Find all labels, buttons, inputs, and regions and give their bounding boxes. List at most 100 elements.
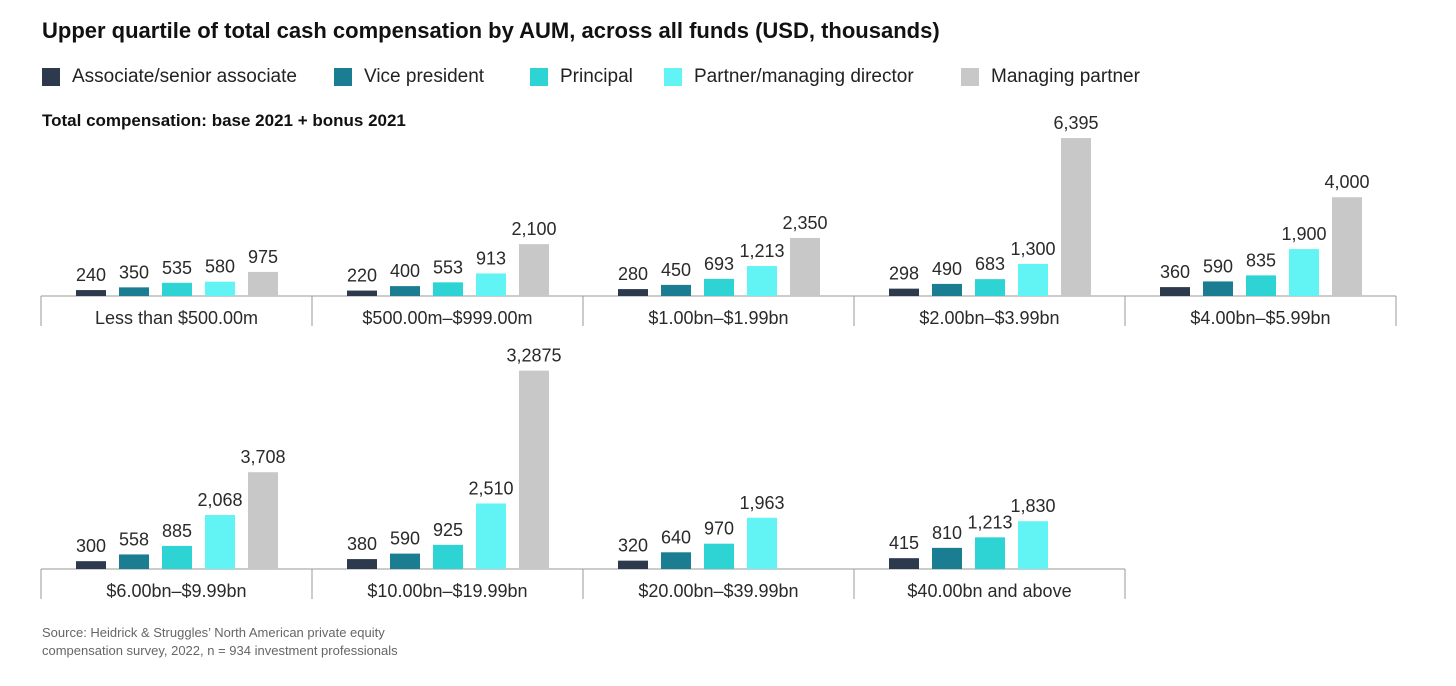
bar-group-7-managing-partner — [519, 370, 549, 569]
bar-group-5-managing-partner — [1332, 197, 1362, 296]
legend-item-principal: Principal — [530, 66, 633, 88]
bar-group-2-vice-president — [390, 286, 420, 296]
data-label-group-7-vice-president: 590 — [390, 529, 420, 549]
bar-group-3-principal — [704, 278, 734, 296]
bar-group-7-principal — [433, 544, 463, 569]
source-line-1: Source: Heidrick & Struggles’ North Amer… — [42, 625, 385, 640]
data-label-group-7-associate: 380 — [347, 534, 377, 554]
data-label-group-1-associate: 240 — [76, 265, 106, 285]
bar-group-2-partner — [476, 273, 506, 296]
data-label-group-9-vice-president: 810 — [932, 523, 962, 543]
data-label-group-4-associate: 298 — [889, 264, 919, 284]
bar-group-7-vice-president — [390, 553, 420, 569]
source-line-2: compensation survey, 2022, n = 934 inves… — [42, 643, 398, 658]
bar-group-4-vice-president — [932, 283, 962, 296]
data-label-group-9-partner: 1,830 — [1010, 496, 1055, 516]
data-label-group-4-principal: 683 — [975, 254, 1005, 274]
chart-subtitle: Total compensation: base 2021 + bonus 20… — [42, 111, 406, 130]
legend-label-principal: Principal — [560, 66, 633, 87]
source-note: Source: Heidrick & Struggles’ North Amer… — [42, 624, 562, 660]
bar-group-6-vice-president — [119, 554, 149, 569]
bar-group-3-vice-president — [661, 284, 691, 296]
legend: Associate/senior associate Vice presiden… — [42, 66, 1442, 90]
data-label-group-2-partner: 913 — [476, 248, 506, 268]
data-label-group-8-principal: 970 — [704, 519, 734, 539]
legend-label-managing-partner: Managing partner — [991, 66, 1140, 87]
bar-group-3-associate — [618, 289, 648, 296]
bar-group-9-principal — [975, 537, 1005, 569]
bar-group-1-principal — [162, 282, 192, 296]
legend-item-managing-partner: Managing partner — [961, 66, 1140, 88]
data-label-group-8-vice-president: 640 — [661, 527, 691, 547]
data-label-group-9-associate: 415 — [889, 533, 919, 553]
data-label-group-7-principal: 925 — [433, 520, 463, 540]
legend-item-vice-president: Vice president — [334, 66, 484, 88]
data-label-group-5-associate: 360 — [1160, 262, 1190, 282]
data-label-group-1-principal: 535 — [162, 258, 192, 278]
data-label-group-4-vice-president: 490 — [932, 259, 962, 279]
data-label-group-6-associate: 300 — [76, 536, 106, 556]
data-label-group-4-partner: 1,300 — [1010, 239, 1055, 259]
bar-group-2-managing-partner — [519, 244, 549, 296]
data-label-group-1-managing-partner: 975 — [248, 247, 278, 267]
bar-group-6-partner — [205, 515, 235, 569]
category-label-group-7: $10.00bn–$19.99bn — [367, 581, 527, 601]
bar-group-6-managing-partner — [248, 472, 278, 569]
data-label-group-5-vice-president: 590 — [1203, 256, 1233, 276]
bar-group-9-associate — [889, 558, 919, 569]
bar-group-3-partner — [747, 266, 777, 296]
data-label-group-7-partner: 2,510 — [468, 478, 513, 498]
bar-group-1-managing-partner — [248, 271, 278, 296]
legend-label-associate: Associate/senior associate — [72, 66, 297, 87]
bar-group-7-associate — [347, 559, 377, 569]
data-label-group-5-principal: 835 — [1246, 250, 1276, 270]
data-label-group-9-principal: 1,213 — [967, 512, 1012, 532]
data-label-group-5-managing-partner: 4,000 — [1324, 172, 1369, 192]
data-label-group-6-vice-president: 558 — [119, 529, 149, 549]
data-label-group-6-managing-partner: 3,708 — [240, 447, 285, 467]
data-label-group-3-principal: 693 — [704, 254, 734, 274]
category-label-group-5: $4.00bn–$5.99bn — [1190, 308, 1330, 328]
legend-swatch-vice-president — [334, 68, 352, 86]
bar-group-5-vice-president — [1203, 281, 1233, 296]
data-label-group-3-partner: 1,213 — [739, 241, 784, 261]
bar-group-1-partner — [205, 281, 235, 296]
data-label-group-2-principal: 553 — [433, 257, 463, 277]
legend-label-partner: Partner/managing director — [694, 66, 914, 87]
legend-item-associate: Associate/senior associate — [42, 66, 297, 88]
data-label-group-5-partner: 1,900 — [1281, 224, 1326, 244]
data-label-group-3-managing-partner: 2,350 — [782, 213, 827, 233]
category-label-group-2: $500.00m–$999.00m — [362, 308, 532, 328]
data-label-group-2-associate: 220 — [347, 266, 377, 286]
category-label-group-3: $1.00bn–$1.99bn — [648, 308, 788, 328]
bar-group-5-principal — [1246, 275, 1276, 296]
bar-group-8-partner — [747, 517, 777, 569]
bar-group-8-associate — [618, 560, 648, 569]
data-label-group-1-vice-president: 350 — [119, 262, 149, 282]
bar-group-6-principal — [162, 545, 192, 569]
data-label-group-3-associate: 280 — [618, 264, 648, 284]
data-label-group-2-vice-president: 400 — [390, 261, 420, 281]
category-label-group-9: $40.00bn and above — [907, 581, 1071, 601]
category-label-group-1: Less than $500.00m — [95, 308, 258, 328]
data-label-group-6-partner: 2,068 — [197, 490, 242, 510]
category-label-group-8: $20.00bn–$39.99bn — [638, 581, 798, 601]
chart-title: Upper quartile of total cash compensatio… — [42, 18, 940, 43]
legend-label-vice-president: Vice president — [364, 66, 485, 87]
data-label-group-1-partner: 580 — [205, 257, 235, 277]
legend-swatch-associate — [42, 68, 60, 86]
bar-group-2-principal — [433, 282, 463, 296]
bar-group-4-managing-partner — [1061, 138, 1091, 296]
data-label-group-6-principal: 885 — [162, 521, 192, 541]
data-label-group-7-managing-partner: 3,2875 — [506, 346, 561, 366]
bar-group-1-vice-president — [119, 287, 149, 296]
data-label-group-2-managing-partner: 2,100 — [511, 219, 556, 239]
bar-group-8-vice-president — [661, 552, 691, 569]
bar-group-2-associate — [347, 290, 377, 296]
category-label-group-4: $2.00bn–$3.99bn — [919, 308, 1059, 328]
legend-swatch-partner — [664, 68, 682, 86]
data-label-group-3-vice-president: 450 — [661, 260, 691, 280]
bar-group-3-managing-partner — [790, 237, 820, 296]
bar-group-4-partner — [1018, 263, 1048, 296]
